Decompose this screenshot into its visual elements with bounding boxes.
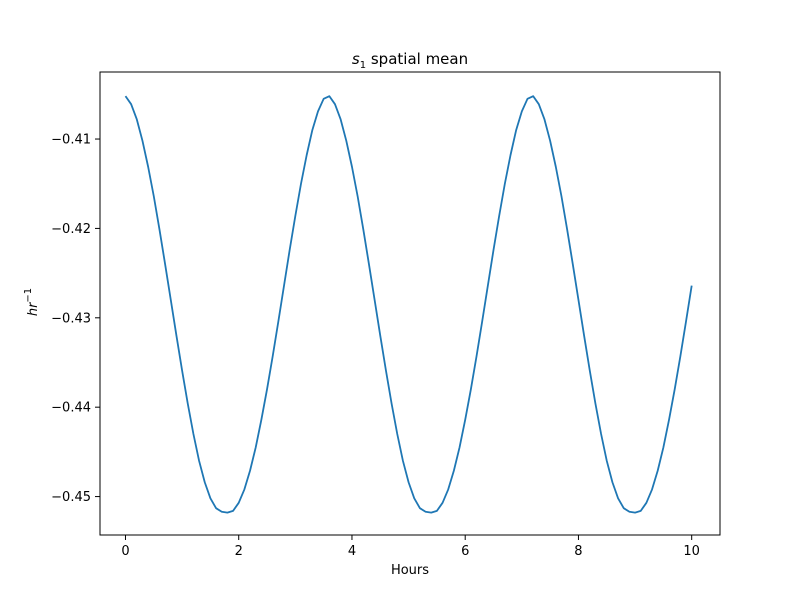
x-tick-label: 10 [683, 544, 700, 559]
x-tick-label: 2 [235, 544, 243, 559]
x-tick-label: 4 [348, 544, 356, 559]
y-tick-label: −0.44 [51, 401, 91, 416]
y-axis-label-base: hr [26, 301, 41, 316]
y-tick-label: −0.43 [51, 311, 91, 326]
y-axis-label: hr−1 [23, 288, 41, 316]
x-axis-label: Hours [391, 563, 429, 578]
title-text: spatial mean [366, 50, 468, 68]
x-tick-label: 6 [461, 544, 469, 559]
y-tick-label: −0.41 [51, 133, 91, 148]
series-layer [124, 95, 693, 514]
x-axis-ticks: 0 2 4 6 8 10 [121, 535, 700, 559]
y-axis-label-superscript: −1 [23, 288, 34, 303]
plot-frame [99, 71, 721, 536]
y-tick-label: −0.45 [51, 490, 91, 505]
x-tick-label: 0 [121, 544, 129, 559]
title-symbol: s [352, 50, 360, 68]
chart-title: s1 spatial mean [352, 50, 468, 71]
y-axis-ticks: −0.41 −0.42 −0.43 −0.44 −0.45 [51, 133, 100, 505]
x-tick-label: 8 [574, 544, 582, 559]
title-subscript: 1 [360, 60, 366, 71]
y-tick-label: −0.42 [51, 222, 91, 237]
series-line [124, 95, 693, 514]
